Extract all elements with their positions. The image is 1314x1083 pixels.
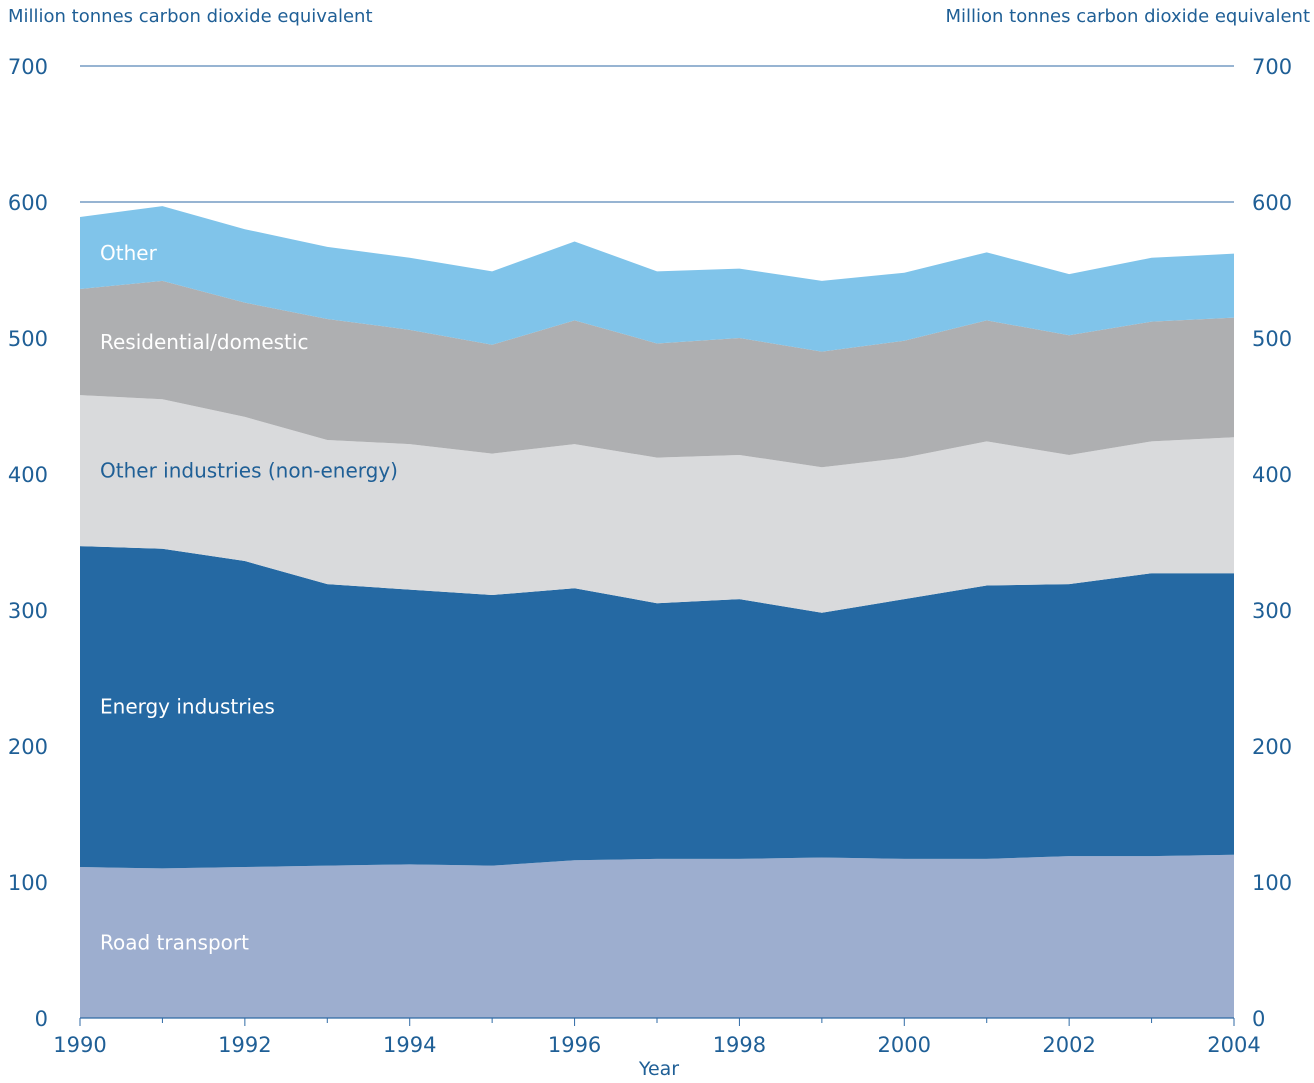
y-tick-label-right: 200 (1252, 735, 1292, 759)
x-tick-label: 1990 (53, 1033, 106, 1057)
area-residential-domestic (80, 280, 1234, 468)
x-tick-label: 1994 (383, 1033, 436, 1057)
left-axis-label: Million tonnes carbon dioxide equivalent (8, 6, 373, 27)
y-tick-label-right: 300 (1252, 599, 1292, 623)
y-tick-label-left: 500 (8, 327, 48, 351)
x-tick-label: 1998 (713, 1033, 766, 1057)
x-tick-label: 2004 (1207, 1033, 1260, 1057)
y-tick-label-right: 0 (1252, 1007, 1265, 1031)
series-label-other: Other (100, 241, 158, 265)
gridlines (80, 65, 1234, 203)
y-tick-label-right: 600 (1252, 191, 1292, 215)
x-tick-label: 1996 (548, 1033, 601, 1057)
series-label-other-industries-non-energy: Other industries (non-energy) (100, 459, 398, 483)
y-tick-label-right: 500 (1252, 327, 1292, 351)
y-tick-label-right: 100 (1252, 871, 1292, 895)
x-tick-label: 2000 (878, 1033, 931, 1057)
area-layers (80, 206, 1234, 1018)
series-label-energy-industries: Energy industries (100, 695, 275, 719)
series-label-residential-domestic: Residential/domestic (100, 330, 308, 354)
y-tick-label-left: 200 (8, 735, 48, 759)
x-tick-label: 2002 (1042, 1033, 1095, 1057)
right-axis-label: Million tonnes carbon dioxide equivalent (945, 6, 1310, 27)
y-tick-label-left: 400 (8, 463, 48, 487)
y-tick-label-left: 300 (8, 599, 48, 623)
series-label-road-transport: Road transport (100, 931, 249, 955)
series-labels: Road transport Energy industries Other ind… (100, 241, 398, 955)
y-tick-label-left: 100 (8, 871, 48, 895)
y-tick-label-right: 700 (1252, 55, 1292, 79)
x-tick-label: 1992 (218, 1033, 271, 1057)
y-tick-label-left: 600 (8, 191, 48, 215)
area-road-transport (80, 854, 1234, 1018)
area-other (80, 206, 1234, 352)
area-energy-industries (80, 546, 1234, 869)
y-tick-label-left: 0 (35, 1007, 48, 1031)
x-axis-title: Year (638, 1058, 679, 1080)
axes: 0 0 100 100 200 200 300 300 400 400 500 500 600 600 70… (8, 55, 1292, 1057)
y-tick-label-left: 700 (8, 55, 48, 79)
y-tick-label-right: 400 (1252, 463, 1292, 487)
